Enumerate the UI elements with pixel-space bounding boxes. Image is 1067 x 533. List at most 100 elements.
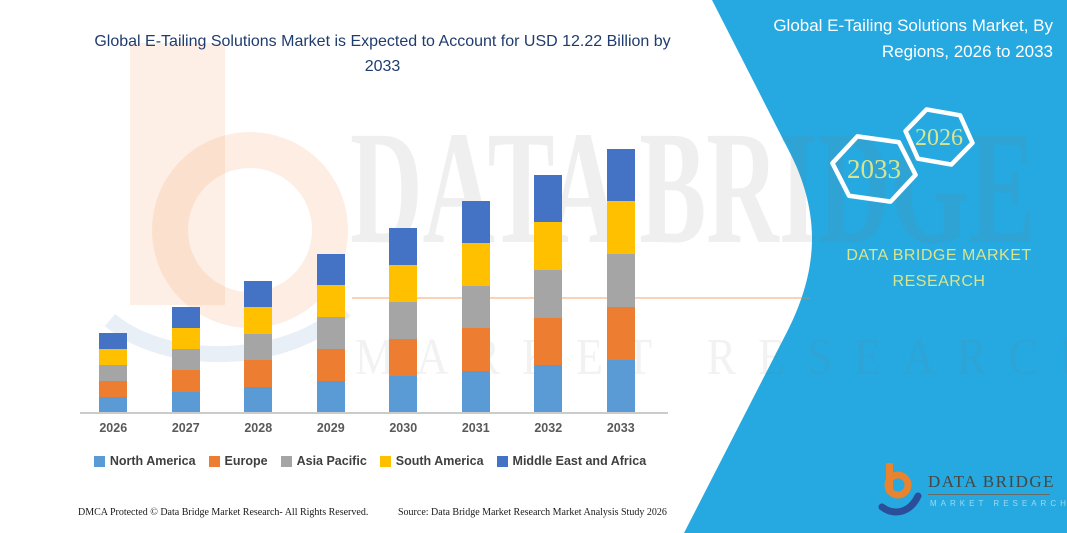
segment-2029-north-america (316, 381, 345, 413)
x-axis-label-2033: 2033 (606, 421, 635, 435)
segment-2027-europe (171, 370, 200, 392)
segment-2033-europe (606, 307, 635, 361)
x-axis-label-2027: 2027 (171, 421, 200, 435)
stacked-bar-2033 (606, 148, 635, 413)
segment-2031-middle-east-and-africa (461, 200, 490, 243)
segment-2026-south-america (99, 349, 128, 365)
legend-label-middle-east-and-africa: Middle East and Africa (512, 454, 647, 468)
segment-2028-asia-pacific (244, 333, 273, 360)
segment-2030-north-america (389, 375, 418, 413)
stacked-bar-2029 (316, 253, 345, 413)
bar-column-2030 (367, 120, 440, 413)
segment-2032-north-america (534, 365, 563, 413)
bar-column-2033 (585, 120, 658, 413)
segment-2027-asia-pacific (171, 349, 200, 371)
bar-column-2031 (440, 120, 513, 413)
legend-item-middle-east-and-africa: Middle East and Africa (496, 454, 647, 468)
bar-column-2027 (150, 120, 223, 413)
segment-2030-south-america (389, 264, 418, 302)
segment-2032-south-america (534, 222, 563, 270)
segment-2033-north-america (606, 360, 635, 413)
year-hexagons: 2033 2026 (830, 107, 975, 204)
hexagon-2033-badge: 2033 (830, 134, 918, 204)
segment-2026-north-america (99, 397, 128, 413)
x-axis-label-2028: 2028 (244, 421, 273, 435)
segment-2028-north-america (244, 386, 273, 413)
segment-2026-europe (99, 381, 128, 397)
segment-2030-europe (389, 338, 418, 376)
x-axis-labels: 2026 2027 2028 2029 2030 2031 2032 2033 (77, 421, 657, 435)
hexagon-2026-badge: 2026 (903, 107, 975, 167)
company-logo-mark (878, 463, 922, 516)
legend-marker-north-america (93, 455, 105, 467)
copyright-text: DMCA Protected © Data Bridge Market Rese… (78, 507, 369, 518)
bar-column-2029 (295, 120, 368, 413)
brand-text: DATA BRIDGE MARKET RESEARCH (846, 247, 1032, 290)
hexagon-2033-label: 2033 (847, 154, 901, 184)
x-axis-label-2029: 2029 (316, 421, 345, 435)
banner-heading-line1: Global E-Tailing Solutions Market, By (773, 16, 1053, 35)
legend-marker-middle-east-and-africa (496, 455, 508, 467)
x-axis-label-2030: 2030 (389, 421, 418, 435)
segment-2031-north-america (461, 370, 490, 413)
segment-2031-europe (461, 328, 490, 371)
stacked-bar-2028 (244, 280, 273, 413)
segment-2031-asia-pacific (461, 285, 490, 328)
segment-2028-europe (244, 360, 273, 387)
stacked-bar-2027 (171, 306, 200, 413)
segment-2031-south-america (461, 243, 490, 286)
segment-2029-south-america (316, 285, 345, 318)
legend-marker-asia-pacific (280, 455, 292, 467)
stacked-bar-2031 (461, 200, 490, 413)
x-axis-label-2031: 2031 (461, 421, 490, 435)
x-axis-label-2026: 2026 (99, 421, 128, 435)
legend-marker-south-america (379, 455, 391, 467)
company-logo-subtext: MARKET RESEARCH (930, 499, 1067, 508)
segment-2032-middle-east-and-africa (534, 174, 563, 223)
legend-label-north-america: North America (109, 454, 196, 468)
legend-marker-europe (208, 455, 220, 467)
legend-item-south-america: South America (379, 454, 484, 468)
chart-title: Global E-Tailing Solutions Market is Exp… (94, 33, 671, 75)
segment-2029-europe (316, 349, 345, 382)
segment-2027-north-america (171, 391, 200, 413)
segment-2033-middle-east-and-africa (606, 148, 635, 202)
x-axis-line (80, 412, 668, 414)
segment-2027-south-america (171, 327, 200, 350)
stacked-bar-2026 (99, 333, 128, 413)
segment-2027-middle-east-and-africa (171, 306, 200, 328)
segment-2033-south-america (606, 201, 635, 255)
segment-2032-asia-pacific (534, 269, 563, 318)
bar-column-2032 (512, 120, 585, 413)
x-axis-label-2032: 2032 (534, 421, 563, 435)
banner-heading: Global E-Tailing Solutions Market, By Re… (733, 13, 1053, 64)
segment-2029-asia-pacific (316, 317, 345, 350)
segment-2028-middle-east-and-africa (244, 280, 273, 307)
company-logo: DATA BRIDGE MARKET RESEARCH (878, 458, 1066, 520)
segment-2033-asia-pacific (606, 254, 635, 308)
segment-2032-europe (534, 317, 563, 366)
segment-2029-middle-east-and-africa (316, 253, 345, 286)
legend-label-europe: Europe (224, 454, 268, 468)
legend-label-south-america: South America (395, 454, 484, 468)
segment-2030-asia-pacific (389, 301, 418, 339)
hexagon-2026-label: 2026 (915, 125, 963, 151)
legend-item-asia-pacific: Asia Pacific (280, 454, 367, 468)
segment-2030-middle-east-and-africa (389, 227, 418, 265)
stacked-bar-2030 (389, 227, 418, 413)
bar-column-2026 (77, 120, 150, 413)
company-logo-rule (928, 494, 1050, 495)
bar-column-2028 (222, 120, 295, 413)
plot-area (77, 120, 657, 413)
segment-2028-south-america (244, 307, 273, 334)
stacked-bar-2032 (534, 174, 563, 413)
legend-item-north-america: North America (93, 454, 196, 468)
legend-label-asia-pacific: Asia Pacific (296, 454, 367, 468)
source-text: Source: Data Bridge Market Research Mark… (398, 507, 667, 518)
banner-heading-line2: Regions, 2026 to 2033 (881, 41, 1053, 61)
chart-legend: North America Europe Asia Pacific South Ame… (72, 454, 668, 468)
company-logo-name: DATA BRIDGE (928, 472, 1056, 491)
legend-item-europe: Europe (208, 454, 268, 468)
